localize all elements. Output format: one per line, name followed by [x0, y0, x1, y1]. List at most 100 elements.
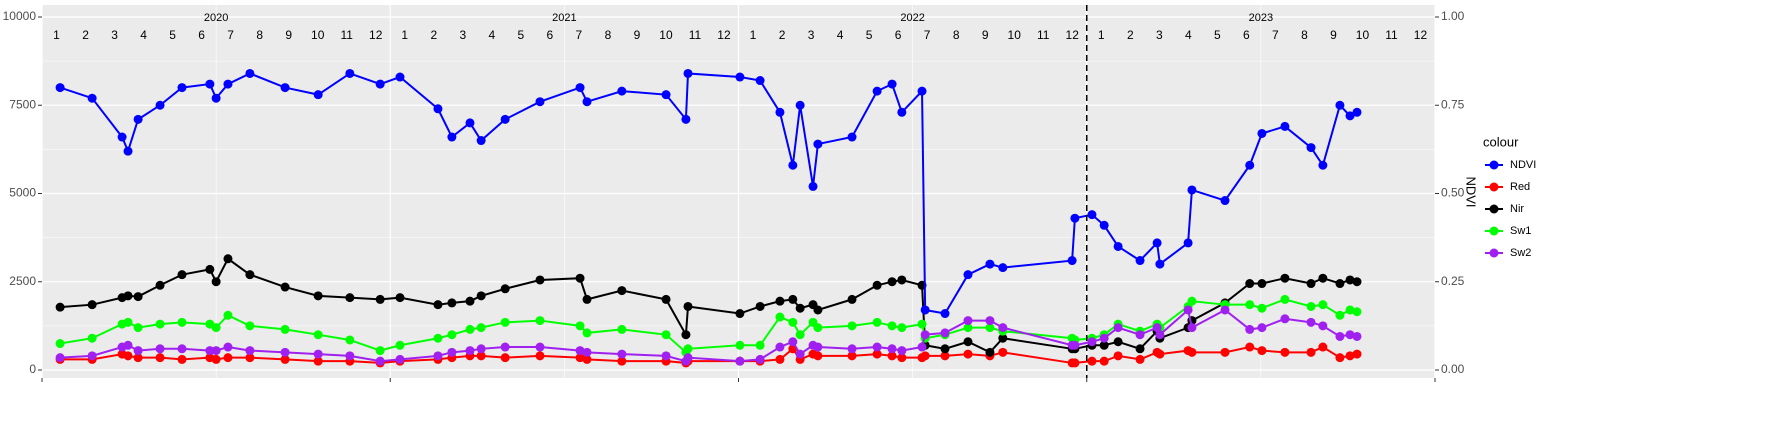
point	[476, 344, 486, 354]
point	[123, 291, 133, 301]
point	[582, 354, 592, 364]
point	[1087, 356, 1097, 366]
point	[1245, 342, 1255, 352]
point	[1245, 279, 1255, 289]
point	[395, 293, 405, 303]
point	[847, 132, 857, 142]
point	[917, 342, 927, 352]
point	[535, 342, 545, 352]
point	[1220, 347, 1230, 357]
series-line	[60, 308, 1358, 363]
point	[476, 351, 486, 361]
point	[1318, 342, 1328, 352]
point	[847, 351, 857, 361]
point	[847, 321, 857, 331]
point	[55, 83, 65, 93]
point	[808, 181, 818, 191]
point	[205, 79, 215, 89]
point	[940, 309, 950, 319]
point	[87, 333, 97, 343]
point	[155, 100, 165, 110]
point	[1183, 238, 1193, 248]
point	[887, 351, 897, 361]
point	[1155, 330, 1165, 340]
point	[1245, 300, 1255, 310]
point	[313, 291, 323, 301]
point	[177, 344, 187, 354]
month-label: 1	[1098, 28, 1105, 42]
point	[433, 351, 443, 361]
point	[1152, 238, 1162, 248]
point	[1099, 340, 1109, 350]
point	[813, 342, 823, 352]
point	[795, 100, 805, 110]
point	[313, 356, 323, 366]
month-label: 3	[1156, 28, 1163, 42]
point	[681, 114, 691, 124]
point	[375, 79, 385, 89]
point	[123, 340, 133, 350]
point	[1155, 349, 1165, 359]
point	[433, 104, 443, 114]
point	[661, 351, 671, 361]
point	[735, 356, 745, 366]
point	[280, 354, 290, 364]
point	[617, 356, 627, 366]
point	[1345, 275, 1355, 285]
y2-tick-label: 0.75	[1441, 97, 1465, 111]
point	[280, 347, 290, 357]
point	[963, 349, 973, 359]
point	[1318, 321, 1328, 331]
y-tick-label: 7500	[9, 97, 36, 111]
point	[535, 97, 545, 107]
point	[872, 349, 882, 359]
point	[887, 321, 897, 331]
point	[476, 291, 486, 301]
point	[985, 259, 995, 269]
point	[998, 347, 1008, 357]
point	[1113, 241, 1123, 251]
point	[1257, 279, 1267, 289]
month-label: 3	[459, 28, 466, 42]
series-line	[60, 257, 1358, 354]
point	[55, 353, 65, 363]
month-label: 8	[605, 28, 612, 42]
point	[795, 349, 805, 359]
point	[345, 293, 355, 303]
point	[872, 342, 882, 352]
point	[223, 342, 233, 352]
point	[813, 305, 823, 315]
point	[775, 107, 785, 117]
point	[245, 353, 255, 363]
point	[1306, 347, 1316, 357]
month-label: 11	[340, 28, 353, 42]
month-label: 2	[82, 28, 89, 42]
point	[87, 300, 97, 310]
month-label: 4	[488, 28, 495, 42]
point	[133, 323, 143, 333]
point	[211, 346, 221, 356]
point	[582, 97, 592, 107]
point	[1135, 330, 1145, 340]
point	[813, 139, 823, 149]
point	[755, 301, 765, 311]
point	[813, 351, 823, 361]
point	[788, 317, 798, 327]
point	[476, 136, 486, 146]
point	[447, 132, 457, 142]
point	[582, 328, 592, 338]
month-label: 10	[1356, 28, 1370, 42]
point	[617, 286, 627, 296]
point	[1183, 305, 1193, 315]
point	[920, 330, 930, 340]
point	[1318, 273, 1328, 283]
point	[1245, 160, 1255, 170]
point	[897, 107, 907, 117]
point	[155, 344, 165, 354]
point	[617, 324, 627, 334]
point	[1280, 294, 1290, 304]
point	[735, 309, 745, 319]
point	[813, 323, 823, 333]
point	[985, 347, 995, 357]
year-label: 2023	[1249, 12, 1273, 24]
